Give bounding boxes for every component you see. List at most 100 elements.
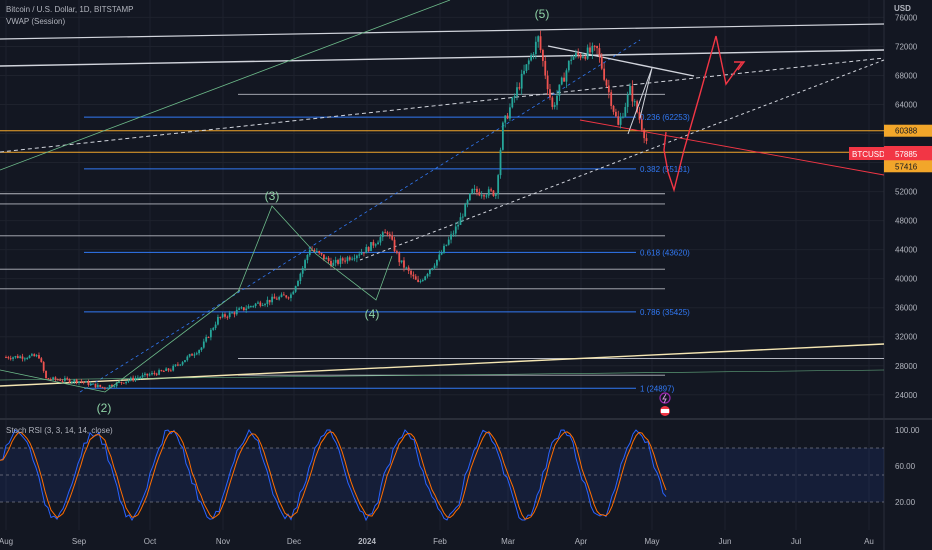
candle-body xyxy=(136,377,139,379)
candle-body xyxy=(527,60,530,65)
candle-body xyxy=(330,260,332,266)
candle-body xyxy=(59,379,62,381)
candle-body xyxy=(228,312,231,318)
candle-body xyxy=(325,257,328,260)
candle-body xyxy=(35,355,38,357)
candle-body xyxy=(586,47,589,59)
candle-body xyxy=(574,52,577,57)
candle-body xyxy=(480,195,483,197)
time-tick-label: May xyxy=(644,537,659,546)
fib-level-label: 0.786 (35425) xyxy=(640,308,690,317)
candle-body xyxy=(577,52,580,55)
level-tag-lower-bg xyxy=(884,160,932,173)
candle-body xyxy=(306,254,309,261)
candle-body xyxy=(214,324,217,329)
candle-body xyxy=(169,370,172,372)
wave-label: (3) xyxy=(265,189,280,203)
candle-body xyxy=(238,308,241,310)
candle-body xyxy=(174,364,177,366)
candle-body xyxy=(106,387,109,389)
candle-body xyxy=(63,378,66,381)
candle-body xyxy=(261,305,264,307)
candle-body xyxy=(23,358,26,360)
candle-body xyxy=(235,309,238,315)
candle-body xyxy=(323,254,325,260)
candle-body xyxy=(459,217,462,226)
candle-body xyxy=(132,377,135,381)
candle-body xyxy=(560,77,563,85)
candle-body xyxy=(125,381,127,384)
rsi-k-line xyxy=(0,428,667,522)
wave-zigzag xyxy=(237,205,393,301)
candle-body xyxy=(567,60,570,71)
candle-body xyxy=(146,373,149,376)
candle-body xyxy=(334,259,337,263)
candle-body xyxy=(264,303,266,306)
projection-line xyxy=(663,35,743,193)
vwap-indicator-label[interactable]: VWAP (Session) xyxy=(6,17,66,26)
candle-body xyxy=(523,70,525,74)
candle-body xyxy=(424,276,427,281)
candle-body xyxy=(431,268,434,270)
candle-body xyxy=(7,357,10,359)
candle-body xyxy=(165,368,168,371)
time-tick-label: Apr xyxy=(575,537,588,546)
candle-body xyxy=(622,116,624,118)
candle-body xyxy=(490,189,492,191)
price-tick-label: 28000 xyxy=(895,362,918,371)
candle-body xyxy=(287,297,290,299)
candle-body xyxy=(167,368,170,371)
time-tick-label: Mar xyxy=(501,537,515,546)
candle-body xyxy=(56,379,59,381)
candle-body xyxy=(440,252,443,255)
candle-body xyxy=(365,247,368,254)
candle-body xyxy=(572,56,575,60)
candle-body xyxy=(101,386,104,388)
candle-body xyxy=(405,267,408,269)
candle-body xyxy=(525,64,528,71)
candle-body xyxy=(108,384,111,388)
last-price: 57885 xyxy=(895,150,918,159)
candle-body xyxy=(417,279,419,282)
candle-body xyxy=(374,244,377,246)
event-icons[interactable] xyxy=(659,392,671,416)
time-tick-label: Sep xyxy=(72,537,87,546)
candle-body xyxy=(120,381,123,383)
flag-stripe-icon xyxy=(661,409,669,413)
candle-body xyxy=(464,204,467,217)
candle-body xyxy=(5,357,7,359)
candle-body xyxy=(398,252,401,263)
rsi-tick-label: 20.00 xyxy=(895,498,916,507)
candle-body xyxy=(275,298,278,300)
candle-body xyxy=(629,85,631,95)
candle-body xyxy=(320,252,323,255)
candle-body xyxy=(254,303,257,307)
candle-body xyxy=(308,249,311,255)
candle-body xyxy=(593,45,596,47)
candle-body xyxy=(233,312,236,315)
candle-body xyxy=(520,73,523,89)
candle-body xyxy=(292,291,295,295)
candle-body xyxy=(42,362,45,371)
candle-body xyxy=(513,95,516,98)
candle-body xyxy=(457,225,460,227)
time-tick-label: Oct xyxy=(144,537,157,546)
level-tag-upper: 60388 xyxy=(895,127,918,136)
lightning-icon[interactable] xyxy=(659,392,671,404)
candle-body xyxy=(148,374,151,376)
candle-body xyxy=(259,302,262,306)
candle-body xyxy=(19,356,22,359)
price-tick-label: 40000 xyxy=(895,275,918,284)
candle-body xyxy=(367,247,370,252)
candle-body xyxy=(332,262,335,266)
channel-upper-line xyxy=(0,23,885,40)
candle-body xyxy=(40,358,43,363)
candle-body xyxy=(278,296,281,300)
candle-body xyxy=(315,251,318,253)
price-tick-label: 52000 xyxy=(895,188,918,197)
candle-body xyxy=(506,115,509,119)
candle-body xyxy=(539,36,542,51)
candle-body xyxy=(153,372,156,374)
stoch-rsi-label[interactable]: Stoch RSI (3, 3, 14, 14, close) xyxy=(6,426,113,435)
